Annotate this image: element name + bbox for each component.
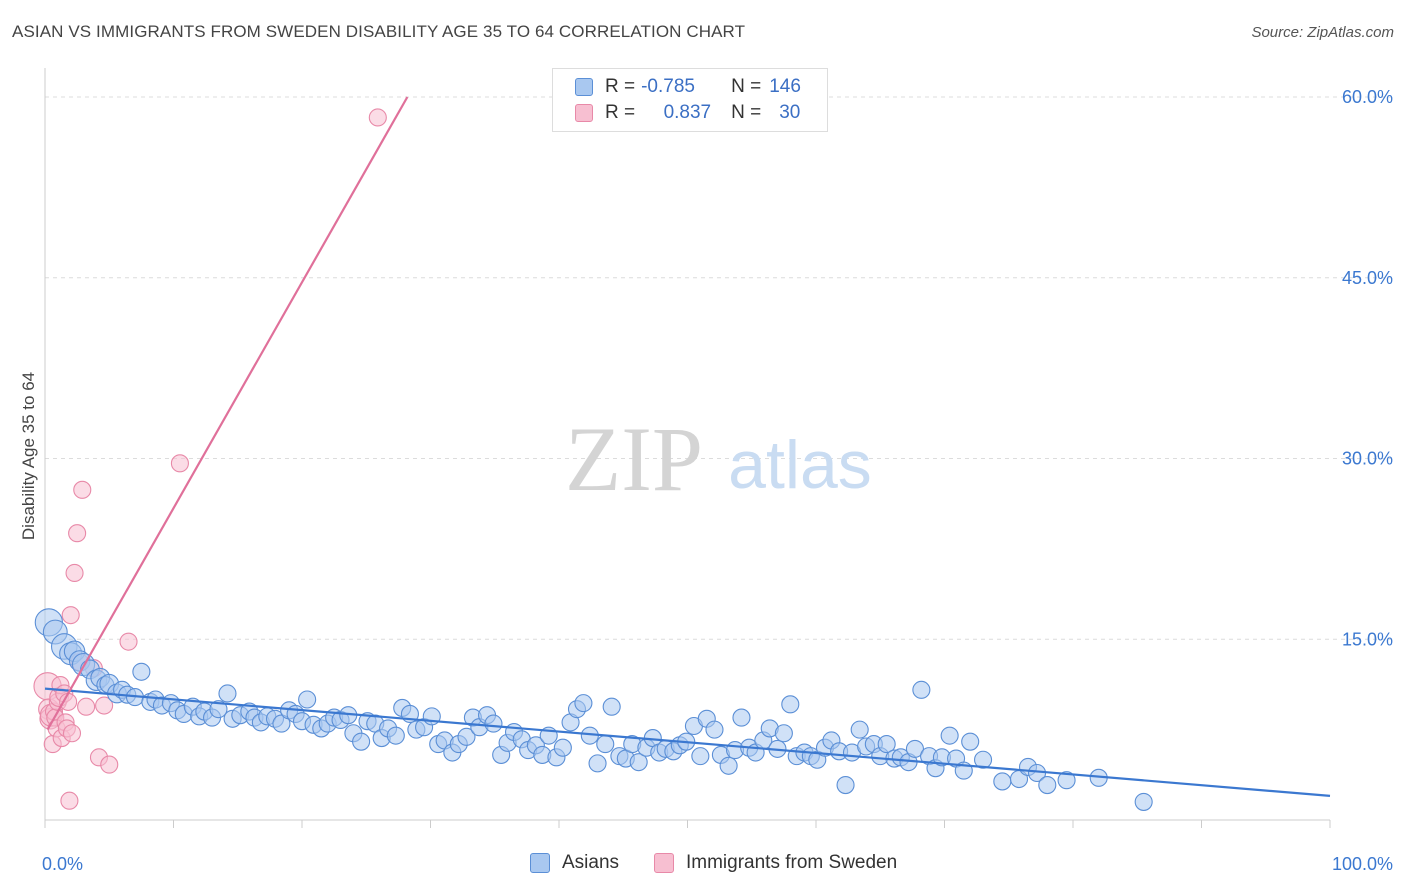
asian-point xyxy=(905,739,924,758)
series-name-asians: Asians xyxy=(562,852,620,873)
y-axis-label: Disability Age 35 to 64 xyxy=(19,372,38,540)
asian-point xyxy=(272,714,291,733)
asian-point xyxy=(781,695,800,714)
asian-point xyxy=(973,750,993,769)
asian-point xyxy=(719,756,738,775)
asian-point xyxy=(629,753,648,772)
asian-trendline xyxy=(44,687,1331,797)
y-tick-label: 60.0% xyxy=(1342,87,1393,107)
series-swatch-asians xyxy=(530,853,550,873)
sweden-point xyxy=(119,632,138,651)
asian-point xyxy=(774,724,793,743)
asian-point xyxy=(209,700,228,719)
grid-lines xyxy=(45,96,1392,640)
sweden-point xyxy=(368,108,387,127)
asian-point xyxy=(484,714,503,733)
asian-point xyxy=(386,726,405,745)
y-tick-label: 45.0% xyxy=(1342,268,1393,288)
series-legend: Asians Immigrants from Sweden xyxy=(0,852,1406,878)
sweden-point xyxy=(77,697,96,716)
asian-point xyxy=(732,708,751,727)
series-legend-sweden: Immigrants from Sweden xyxy=(654,852,897,874)
correlation-legend: R = -0.785 N = 146 R = 0.837 N = 30 xyxy=(552,68,828,132)
asian-point xyxy=(850,720,869,739)
legend-r-value: 0.837 xyxy=(663,102,712,123)
sweden-point xyxy=(60,791,79,810)
series-swatch-sweden xyxy=(654,853,674,873)
asian-point xyxy=(596,735,615,754)
asian-point xyxy=(836,776,855,795)
legend-swatch-asians xyxy=(575,78,593,96)
legend-r-value: -0.785 xyxy=(641,76,695,97)
tick-labels: 15.0% 30.0% 45.0% 60.0% 0.0% 100.0% xyxy=(42,87,1393,874)
legend-n-value: 146 xyxy=(769,76,801,97)
asian-point xyxy=(574,694,593,713)
chart-title: ASIAN VS IMMIGRANTS FROM SWEDEN DISABILI… xyxy=(12,22,746,41)
asian-point xyxy=(602,697,621,716)
asian-point xyxy=(877,735,896,754)
sweden-trendline xyxy=(46,96,409,731)
asian-point xyxy=(1038,776,1057,795)
watermark: ZIP atlas xyxy=(565,408,872,510)
sweden-point xyxy=(170,454,189,473)
legend-r-label: R = xyxy=(605,102,636,123)
asian-point xyxy=(912,680,931,699)
asian-point xyxy=(1057,771,1076,790)
asian-point xyxy=(705,720,724,739)
sweden-points xyxy=(33,108,387,810)
asian-point xyxy=(691,747,710,766)
legend-n-value: 30 xyxy=(779,102,801,123)
asian-point xyxy=(961,732,980,751)
sweden-point xyxy=(68,524,87,543)
asian-point xyxy=(553,738,572,757)
sweden-point xyxy=(62,724,82,743)
trendlines xyxy=(44,96,1331,797)
source-label: Source: ZipAtlas.com xyxy=(1251,24,1394,41)
asian-point xyxy=(298,690,317,709)
asian-point xyxy=(940,726,959,745)
legend-row-sweden: R = 0.837 N = 30 xyxy=(575,100,800,126)
x-tick-label: 0.0% xyxy=(42,854,83,874)
legend-row-asians: R = -0.785 N = 146 xyxy=(575,74,801,100)
legend-r-label: R = xyxy=(605,76,636,97)
asian-point xyxy=(352,732,371,751)
asian-point xyxy=(457,727,476,746)
legend-n-label: N = xyxy=(731,76,762,97)
sweden-point xyxy=(61,606,80,625)
legend-n-label: N = xyxy=(731,102,762,123)
watermark-zip: ZIP xyxy=(565,408,703,510)
x-tick-label: 100.0% xyxy=(1332,854,1393,874)
series-name-sweden: Immigrants from Sweden xyxy=(686,852,898,873)
y-tick-label: 15.0% xyxy=(1342,629,1393,649)
y-tick-label: 30.0% xyxy=(1342,449,1393,469)
legend-swatch-sweden xyxy=(575,104,593,122)
asian-point xyxy=(993,772,1012,791)
asian-point xyxy=(588,754,607,773)
sweden-point xyxy=(73,480,92,499)
asian-point xyxy=(218,684,237,703)
sweden-point xyxy=(65,563,84,583)
sweden-point xyxy=(100,755,119,774)
asian-point xyxy=(132,662,151,681)
sweden-point xyxy=(95,696,114,715)
series-legend-asians: Asians xyxy=(530,852,619,874)
watermark-atlas: atlas xyxy=(728,427,872,503)
asian-point xyxy=(1134,792,1153,811)
